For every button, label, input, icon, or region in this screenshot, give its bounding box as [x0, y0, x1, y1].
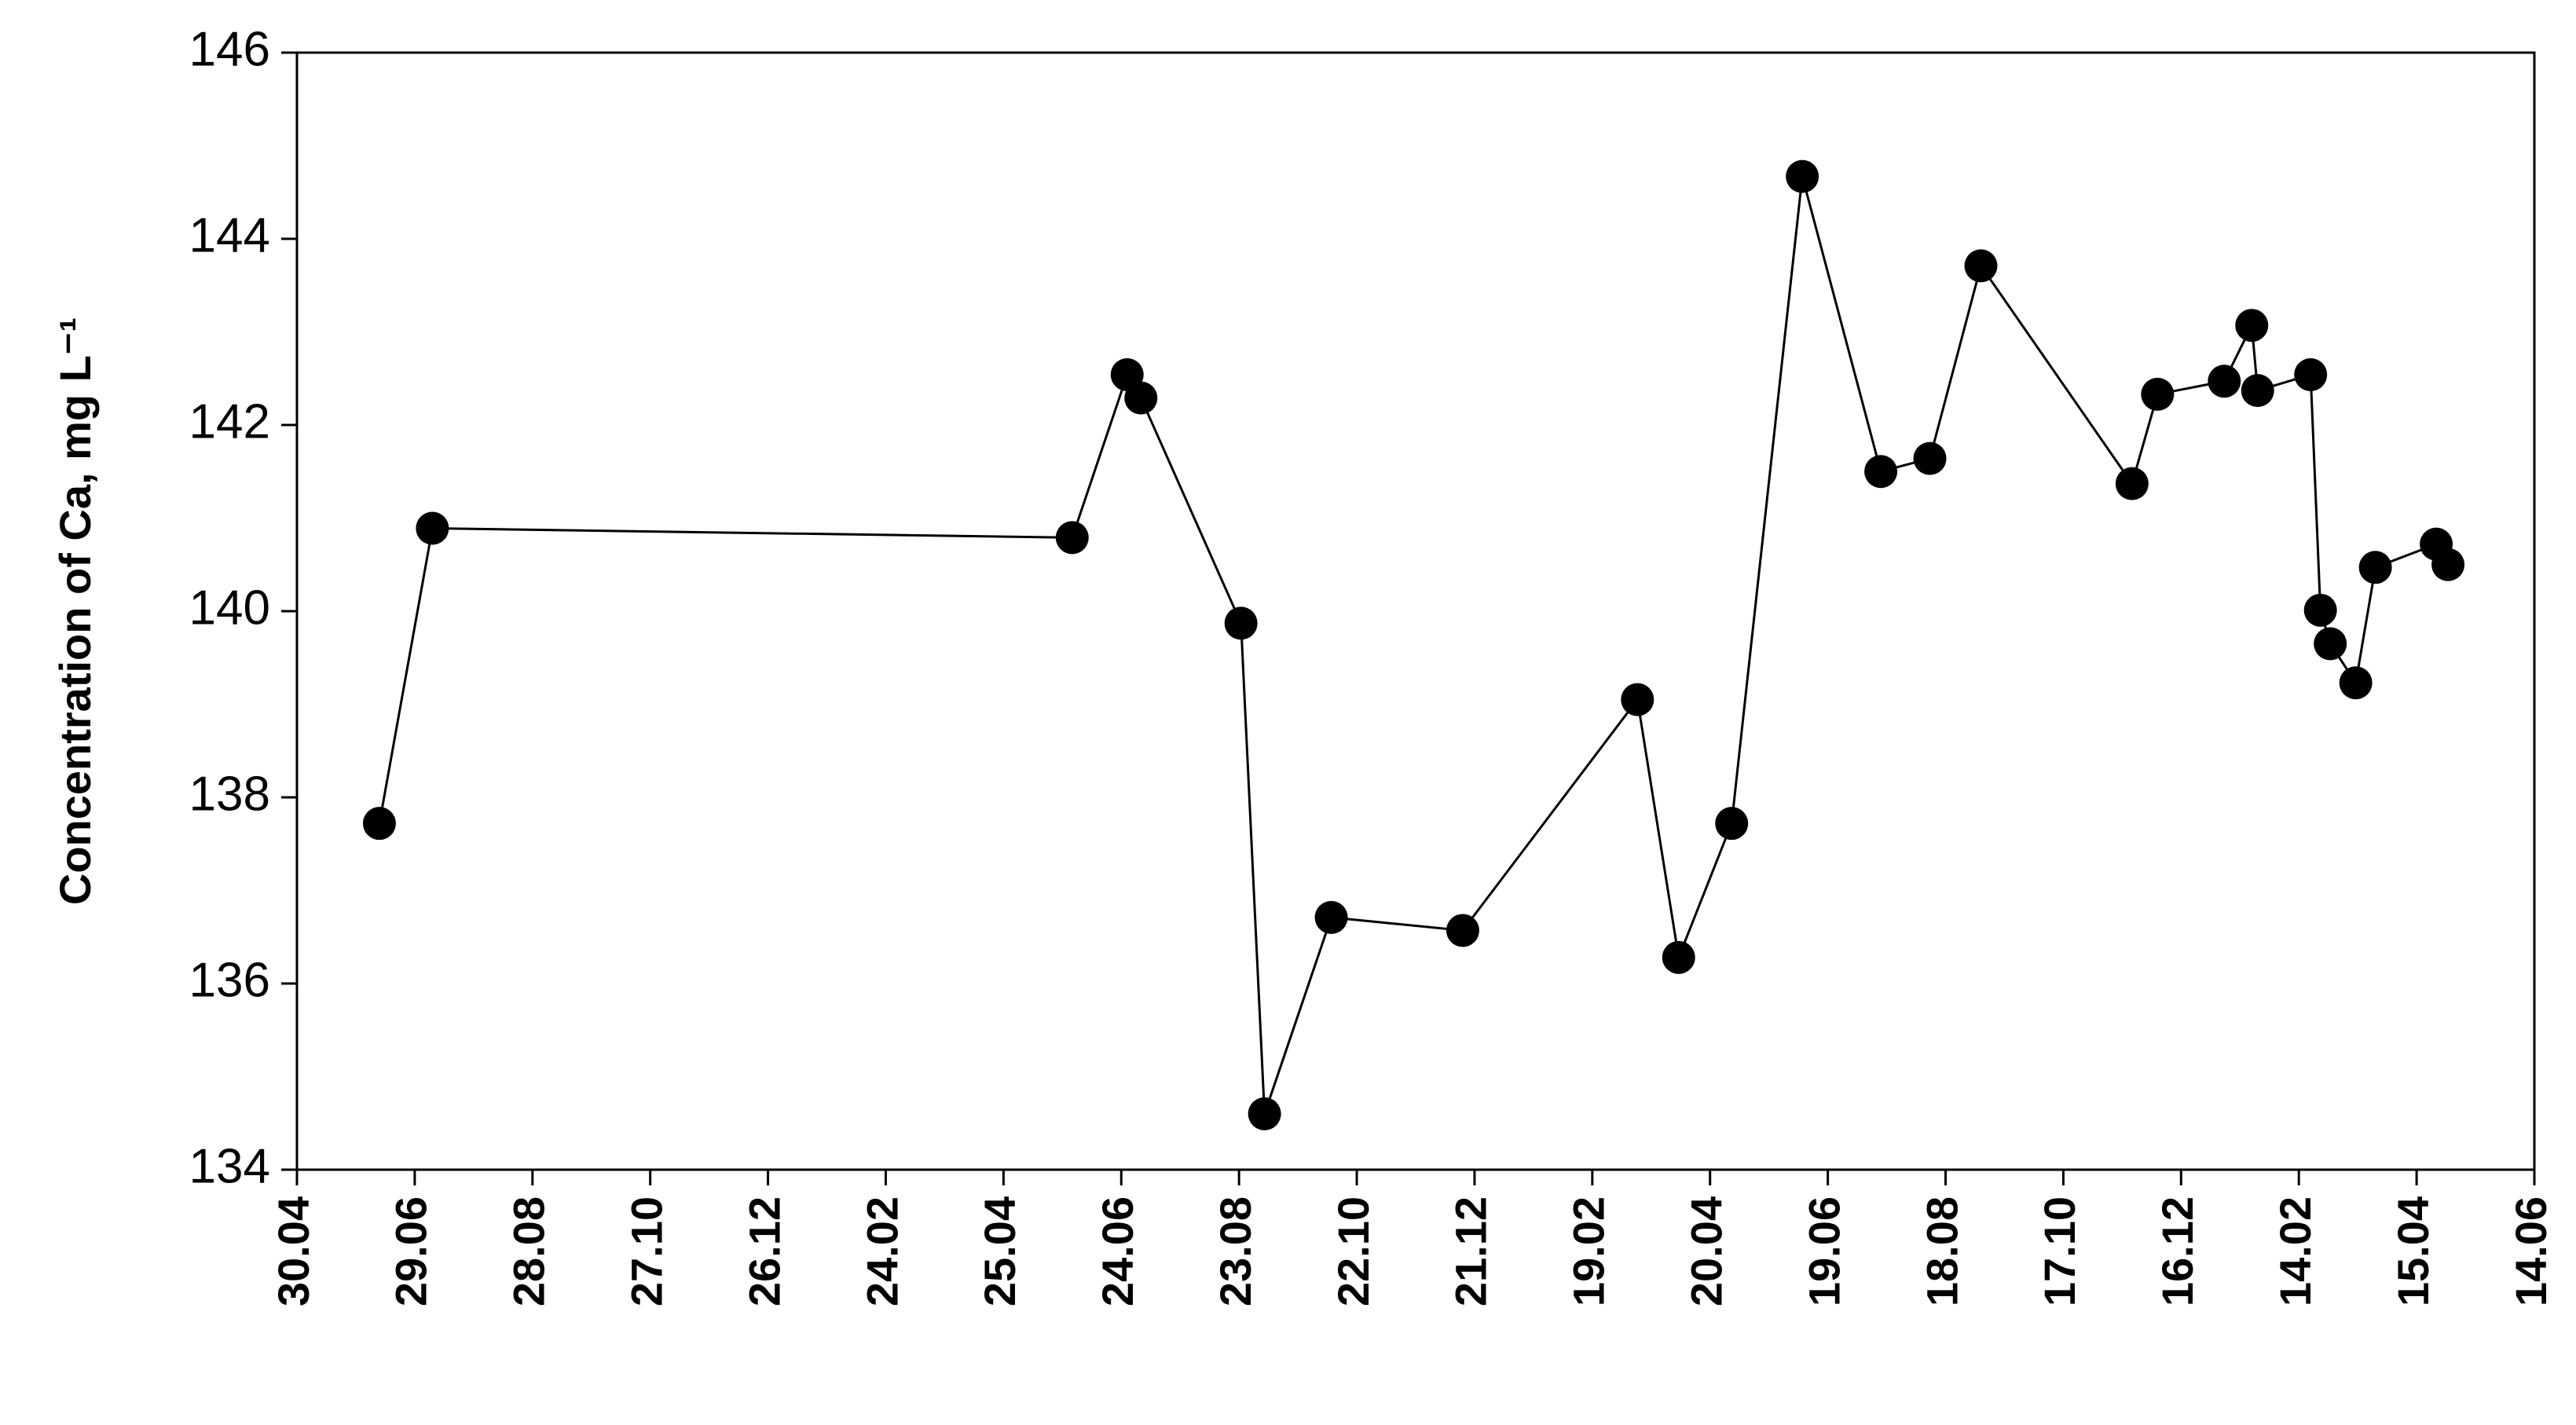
data-point [1248, 1097, 1281, 1130]
data-point [416, 511, 449, 545]
x-tick-label: 24.02 [857, 1196, 907, 1306]
data-point [1224, 606, 1258, 640]
data-point [1124, 381, 1158, 415]
x-tick-label: 14.02 [2270, 1196, 2320, 1306]
data-point [1715, 807, 1749, 841]
data-point [2431, 548, 2465, 581]
data-point [1964, 249, 1998, 283]
data-point [1662, 940, 1695, 974]
data-point [1786, 159, 1819, 193]
y-tick-label: 146 [189, 22, 270, 76]
x-tick-label: 21.12 [1446, 1196, 1496, 1306]
y-tick-label: 144 [189, 208, 270, 262]
data-point [1621, 683, 1654, 716]
y-tick-label: 136 [189, 953, 270, 1007]
x-tick-label: 19.06 [1799, 1196, 1849, 1306]
x-tick-label: 22.10 [1328, 1196, 1378, 1306]
data-point [1314, 900, 1348, 934]
data-point [2303, 593, 2337, 627]
y-tick-label: 134 [189, 1139, 270, 1193]
data-point [1913, 441, 1947, 475]
data-point [2358, 551, 2392, 584]
x-tick-label: 23.08 [1211, 1196, 1260, 1306]
x-tick-label: 19.02 [1564, 1196, 1614, 1306]
data-point [2208, 364, 2241, 398]
data-point [1055, 521, 1089, 555]
data-point [2235, 309, 2269, 343]
y-tick-label: 142 [189, 394, 270, 449]
x-tick-label: 27.10 [621, 1196, 671, 1306]
data-point [1864, 455, 1898, 489]
data-point [2314, 627, 2347, 661]
x-tick-label: 30.04 [269, 1196, 318, 1306]
data-point [2115, 467, 2149, 500]
x-tick-label: 14.06 [2506, 1196, 2556, 1306]
x-tick-label: 18.08 [1917, 1196, 1966, 1306]
x-tick-label: 29.06 [387, 1196, 436, 1306]
plot-frame [295, 51, 2536, 1171]
data-point [2294, 358, 2328, 392]
series-line [378, 176, 2450, 1115]
x-tick-label: 26.12 [739, 1196, 789, 1306]
y-tick-label: 138 [189, 767, 270, 821]
data-point [362, 807, 396, 841]
y-tick-label: 140 [189, 581, 270, 635]
data-point [2241, 374, 2274, 408]
x-tick-label: 16.12 [2153, 1196, 2202, 1306]
x-tick-label: 28.08 [504, 1196, 554, 1306]
x-tick-label: 15.04 [2388, 1196, 2438, 1306]
x-tick-label: 17.10 [2035, 1196, 2084, 1306]
data-point [2141, 377, 2175, 411]
data-point [2339, 666, 2373, 700]
x-tick-label: 20.04 [1682, 1196, 1731, 1306]
x-tick-label: 25.04 [975, 1196, 1024, 1306]
x-tick-label: 24.06 [1093, 1196, 1142, 1306]
y-axis-title: Concentration of Ca, mg L⁻¹ [50, 317, 100, 905]
data-point [1446, 914, 1479, 947]
